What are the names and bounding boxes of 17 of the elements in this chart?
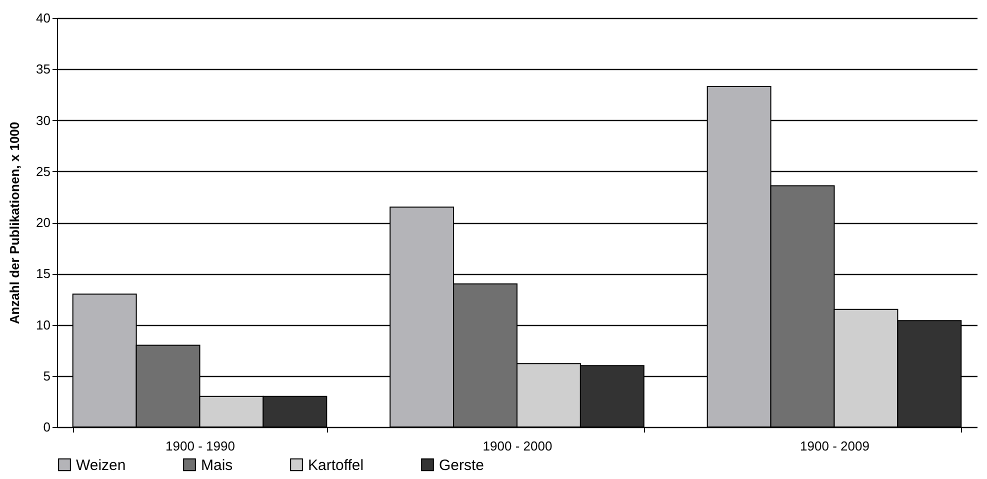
legend-label: Kartoffel: [308, 456, 364, 474]
legend-label: Mais: [201, 456, 233, 474]
y-tick-label: 15: [36, 266, 50, 282]
legend-label: Gerste: [439, 456, 484, 474]
y-axis-title: Anzahl der Publikationen, x 1000: [7, 122, 22, 324]
legend-label: Weizen: [76, 456, 126, 474]
x-tick-label: 1900 - 2009: [800, 438, 870, 454]
x-tick-label: 1900 - 1990: [166, 438, 235, 454]
x-tick-label: 1900 - 2000: [482, 438, 552, 454]
y-tick-label: 5: [43, 368, 50, 384]
y-tick-label: 25: [36, 164, 50, 179]
y-tick-label: 35: [36, 62, 50, 77]
y-tick-label: 10: [36, 317, 50, 332]
y-tick-label: 30: [36, 112, 50, 128]
y-tick-label: 20: [36, 215, 50, 230]
y-tick-label: 40: [36, 10, 50, 26]
y-tick-label: 0: [43, 420, 50, 434]
